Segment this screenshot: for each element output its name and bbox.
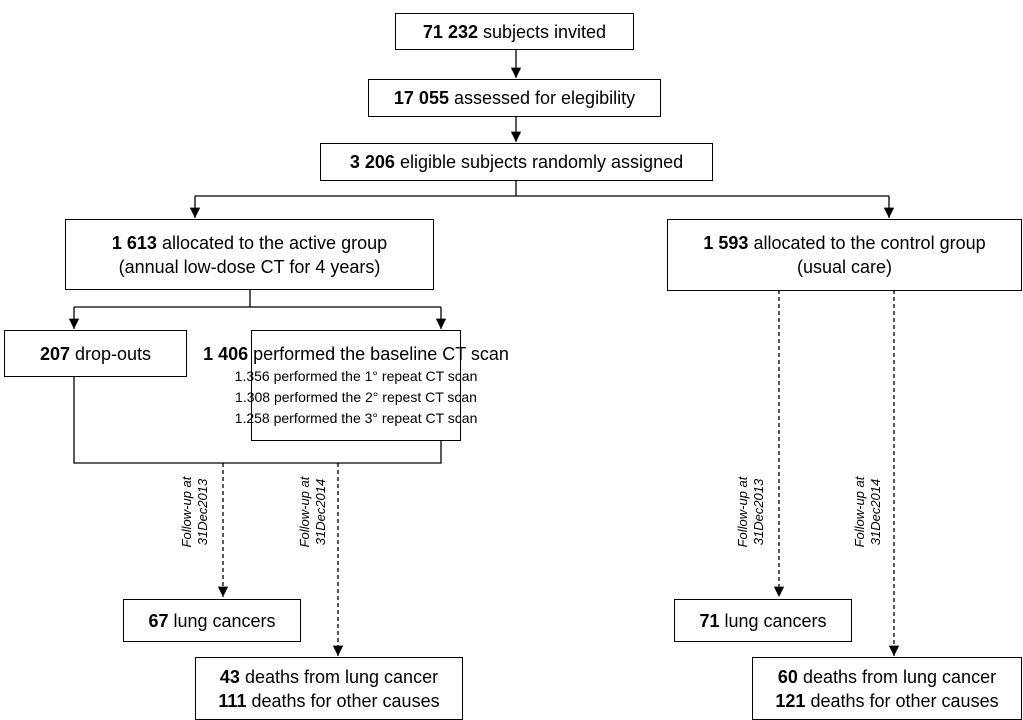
- label: deaths for other causes: [251, 690, 440, 711]
- label-line: Follow-up at: [179, 476, 194, 548]
- label-line: Follow-up at: [852, 476, 867, 548]
- label: assessed for elegibility: [453, 88, 636, 108]
- label: eligible subjects randomly assigned: [399, 152, 684, 172]
- node-invited: 71 232 subjects invited: [395, 13, 634, 50]
- node-control-deaths: 60 deaths from lung cancer 121 deaths fo…: [752, 657, 1022, 720]
- label: deaths for other causes: [810, 690, 999, 711]
- detail: 1.308 performed the 2° repest CT scan: [235, 389, 477, 405]
- count: 71: [699, 610, 720, 631]
- node-active-cancers: 67 lung cancers: [123, 599, 301, 642]
- count: 71 232: [422, 21, 478, 42]
- label: lung cancers: [173, 610, 276, 631]
- note: (annual low-dose CT for 4 years): [118, 256, 381, 277]
- note: (usual care): [796, 257, 893, 277]
- count: 1 406: [203, 344, 249, 364]
- follow-up-label: Follow-up at 31Dec2014: [297, 447, 331, 577]
- label: drop-outs: [75, 343, 152, 364]
- label-line: 31Dec2013: [195, 478, 210, 546]
- count: 207: [39, 343, 70, 364]
- count: 3 206: [349, 152, 395, 172]
- node-control: 1 593 allocated to the control group (us…: [667, 219, 1022, 291]
- count: 121: [775, 690, 806, 711]
- count: 43: [219, 666, 240, 687]
- count: 17 055: [393, 88, 449, 108]
- label: allocated to the active group: [161, 232, 388, 253]
- label-line: 31Dec2014: [868, 478, 883, 546]
- follow-up-label: Follow-up at 31Dec2013: [735, 447, 769, 577]
- node-randomized: 3 206 eligible subjects randomly assigne…: [320, 143, 713, 181]
- label-line: Follow-up at: [297, 476, 312, 548]
- node-control-cancers: 71 lung cancers: [674, 599, 852, 642]
- node-dropouts: 207 drop-outs: [4, 330, 187, 377]
- label: deaths from lung cancer: [802, 666, 997, 687]
- count: 1 613: [111, 232, 157, 253]
- node-assessed: 17 055 assessed for elegibility: [368, 79, 661, 117]
- label: allocated to the control group: [753, 233, 986, 253]
- label-line: 31Dec2014: [313, 478, 328, 546]
- label: lung cancers: [724, 610, 827, 631]
- connector: [73, 376, 442, 464]
- label-line: 31Dec2013: [751, 478, 766, 546]
- label-line: Follow-up at: [735, 476, 750, 548]
- node-active-deaths: 43 deaths from lung cancer 111 deaths fo…: [195, 657, 463, 720]
- label: subjects invited: [483, 21, 607, 42]
- label: deaths from lung cancer: [244, 666, 439, 687]
- count: 67: [148, 610, 169, 631]
- count: 1 593: [703, 233, 749, 253]
- detail: 1.356 performed the 1° repeat CT scan: [234, 368, 478, 384]
- follow-up-label: Follow-up at 31Dec2013: [179, 447, 213, 577]
- node-active: 1 613 allocated to the active group (ann…: [65, 219, 434, 290]
- count: 60: [777, 666, 798, 687]
- label: performed the baseline CT scan: [253, 344, 509, 364]
- follow-up-label: Follow-up at 31Dec2014: [852, 447, 886, 577]
- node-baseline: 1 406 performed the baseline CT scan 1.3…: [203, 330, 509, 441]
- count: 111: [218, 690, 247, 711]
- detail: 1.258 performed the 3° repeat CT scan: [234, 410, 478, 426]
